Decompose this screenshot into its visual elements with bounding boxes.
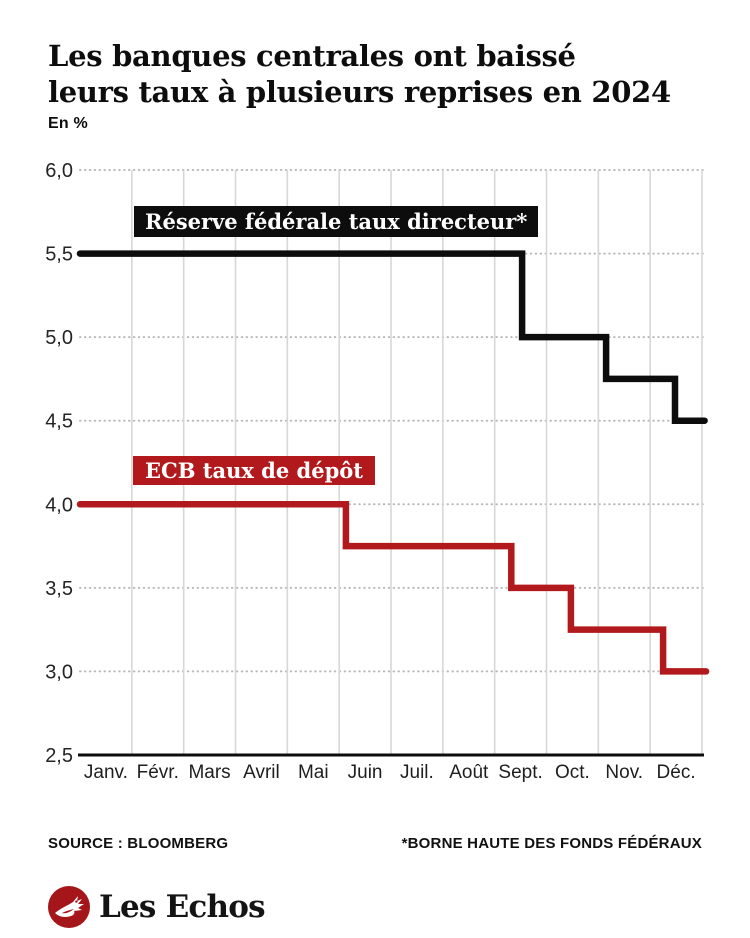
- x-tick-label: Nov.: [605, 762, 643, 783]
- x-tick-label: Juil.: [400, 762, 434, 783]
- fed-series-label: Réserve fédérale taux directeur*: [134, 206, 539, 237]
- x-tick-label: Févr.: [137, 762, 179, 783]
- ecb-series-label: ECB taux de dépôt: [133, 456, 375, 485]
- x-tick-label: Oct.: [555, 762, 590, 783]
- fed-rate-line: [76, 250, 708, 424]
- x-tick-label: Janv.: [84, 762, 128, 783]
- x-tick-label: Juin: [348, 762, 383, 783]
- source-label: SOURCE : BLOOMBERG: [48, 835, 229, 852]
- lesechos-logo: Les Echos: [48, 886, 266, 928]
- footnote-label: *BORNE HAUTE DES FONDS FÉDÉRAUX: [401, 835, 702, 852]
- x-tick-label: Mars: [188, 762, 230, 783]
- y-tick-label: 2,5: [45, 745, 73, 767]
- page-title: Les banques centrales ont baissé leurs t…: [48, 38, 708, 110]
- rates-step-chart: 6,0 5,5 5,0 4,5 4,0 3,5 3,0 2,5 Janv. Févr. Mars Av…: [45, 160, 710, 783]
- y-tick-label: 3,0: [45, 661, 73, 683]
- y-tick-label: 5,0: [45, 327, 73, 349]
- x-tick-label: Déc.: [657, 762, 696, 783]
- ecb-rate-line: [76, 501, 710, 675]
- page-title-line1: Les banques centrales ont baissé: [48, 39, 576, 73]
- x-tick-label: Mai: [298, 762, 329, 783]
- lesechos-rooster-icon: [48, 886, 90, 928]
- y-tick-label: 4,0: [45, 494, 73, 516]
- lesechos-logo-text: Les Echos: [99, 889, 266, 925]
- y-tick-label: 5,5: [45, 244, 73, 266]
- page-title-line2: leurs taux à plusieurs reprises en 2024: [48, 75, 671, 109]
- y-tick-label: 4,5: [45, 411, 73, 433]
- x-tick-label: Sept.: [498, 762, 542, 783]
- chart-footer: SOURCE : BLOOMBERG *BORNE HAUTE DES FOND…: [48, 835, 702, 852]
- y-tick-label: 6,0: [45, 160, 73, 182]
- x-tick-label: Août: [449, 762, 489, 783]
- y-tick-label: 3,5: [45, 578, 73, 600]
- x-tick-label: Avril: [243, 762, 280, 783]
- unit-label: En %: [48, 115, 88, 132]
